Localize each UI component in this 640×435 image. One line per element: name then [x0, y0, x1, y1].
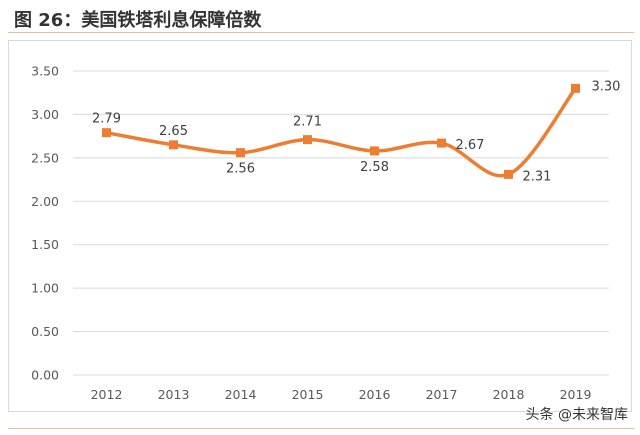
- footer-divider: [8, 428, 634, 429]
- x-tick-label: 2015: [292, 387, 324, 402]
- x-tick-label: 2012: [91, 387, 123, 402]
- y-tick-label: 2.50: [31, 150, 59, 165]
- header-divider: [8, 32, 634, 33]
- x-tick-label: 2017: [426, 387, 458, 402]
- data-label: 2.31: [523, 169, 552, 184]
- data-label: 3.30: [592, 79, 621, 94]
- data-point-marker: [169, 140, 178, 150]
- x-tick-label: 2013: [158, 387, 190, 402]
- y-tick-label: 0.00: [31, 368, 59, 383]
- data-label: 2.79: [92, 112, 121, 127]
- data-label: 2.71: [293, 115, 322, 130]
- data-point-marker: [370, 146, 379, 156]
- figure-title: 图 26：美国铁塔利息保障倍数: [14, 10, 262, 31]
- data-label: 2.58: [360, 160, 389, 175]
- x-tick-label: 2018: [493, 387, 525, 402]
- y-tick-label: 1.50: [31, 237, 59, 252]
- data-point-marker: [102, 128, 111, 138]
- watermark: 头条 @未来智库: [525, 407, 628, 423]
- y-tick-label: 3.50: [31, 64, 59, 79]
- x-tick-label: 2016: [359, 387, 391, 402]
- line-chart: 0.00 0.50 1.00 1.50 2.00 2.50 3.00 3.50 2012 2013…: [31, 64, 621, 403]
- figure-header: 图 26：美国铁塔利息保障倍数: [0, 0, 640, 36]
- data-label: 2.56: [226, 162, 255, 177]
- y-tick-label: 1.00: [31, 281, 59, 296]
- y-tick-label: 3.00: [31, 107, 59, 122]
- data-point-marker: [437, 138, 446, 148]
- data-label: 2.65: [159, 124, 188, 139]
- chart-area: 0.00 0.50 1.00 1.50 2.00 2.50 3.00 3.50 2012 2013…: [8, 40, 632, 412]
- x-tick-label: 2014: [225, 387, 257, 402]
- data-point-marker: [236, 148, 245, 158]
- y-tick-label: 2.00: [31, 194, 59, 209]
- data-point-marker: [504, 169, 513, 179]
- data-point-marker: [571, 83, 580, 93]
- x-tick-label: 2019: [560, 387, 592, 402]
- data-point-marker: [303, 135, 312, 145]
- data-label: 2.67: [456, 138, 485, 153]
- y-tick-label: 0.50: [31, 324, 59, 339]
